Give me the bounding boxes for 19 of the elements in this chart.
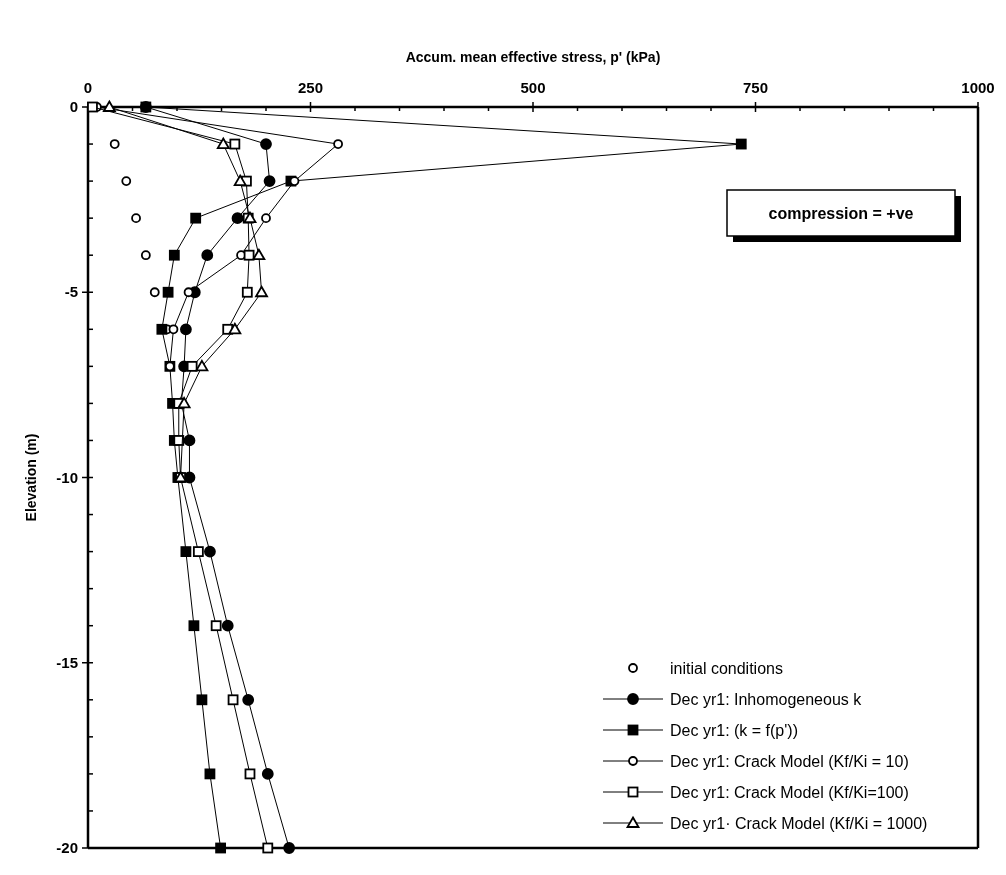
y-tick-label: -20 — [56, 839, 78, 856]
annotation: compression = +ve — [768, 205, 914, 222]
y-tick-label: 0 — [69, 98, 78, 115]
legend-label: Dec yr1: Crack Model (Kf/Ki=100) — [670, 784, 909, 801]
y-tick-label: -5 — [64, 283, 78, 301]
legend-label: Dec yr1· Crack Model (Kf/Ki = 1000) — [670, 815, 928, 832]
legend-label: Dec yr1: Crack Model (Kf/Ki = 10) — [670, 753, 909, 770]
x-tick-label: 500 — [520, 79, 546, 96]
x-tick-label: 250 — [297, 79, 324, 96]
x-tick-label: 1000 — [961, 79, 995, 96]
legend-label: initial conditions — [670, 660, 783, 677]
y-axis-title: Elevation (m) — [23, 433, 39, 522]
x-tick-label: 750 — [742, 79, 769, 96]
x-tick-label: 0 — [83, 79, 93, 96]
x-axis-title: Accum. mean effective stress, p' (kPa) — [405, 49, 661, 65]
legend-label: Dec yr1: (k = f(p')) — [670, 722, 798, 739]
y-tick-label: -15 — [56, 653, 78, 671]
y-tick-label: -10 — [56, 468, 78, 486]
legend-label: Dec yr1: Inhomogeneous k — [670, 691, 863, 708]
